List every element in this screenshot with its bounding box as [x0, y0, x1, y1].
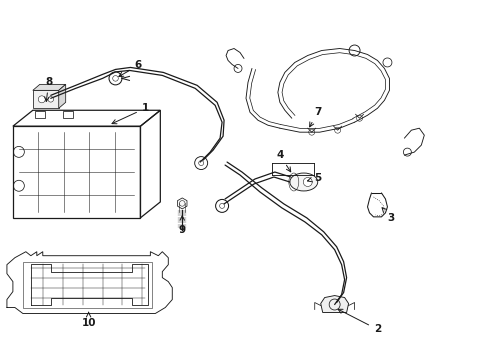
Circle shape — [303, 177, 312, 186]
Text: 7: 7 — [309, 107, 321, 127]
Bar — [62, 111, 73, 118]
Polygon shape — [177, 198, 186, 209]
Polygon shape — [320, 296, 348, 312]
Polygon shape — [59, 84, 65, 108]
Circle shape — [38, 96, 45, 103]
Text: 10: 10 — [81, 312, 96, 328]
Text: 8: 8 — [44, 77, 52, 102]
Text: 3: 3 — [381, 208, 394, 223]
Text: 2: 2 — [337, 309, 380, 334]
Polygon shape — [33, 84, 65, 90]
Text: 4: 4 — [276, 150, 290, 172]
Circle shape — [48, 96, 53, 102]
Text: 1: 1 — [112, 103, 149, 124]
Text: 9: 9 — [178, 216, 185, 235]
Bar — [35, 111, 45, 118]
Polygon shape — [33, 90, 59, 108]
Text: 5: 5 — [307, 173, 321, 183]
Text: 6: 6 — [119, 60, 142, 76]
Ellipse shape — [289, 173, 317, 191]
